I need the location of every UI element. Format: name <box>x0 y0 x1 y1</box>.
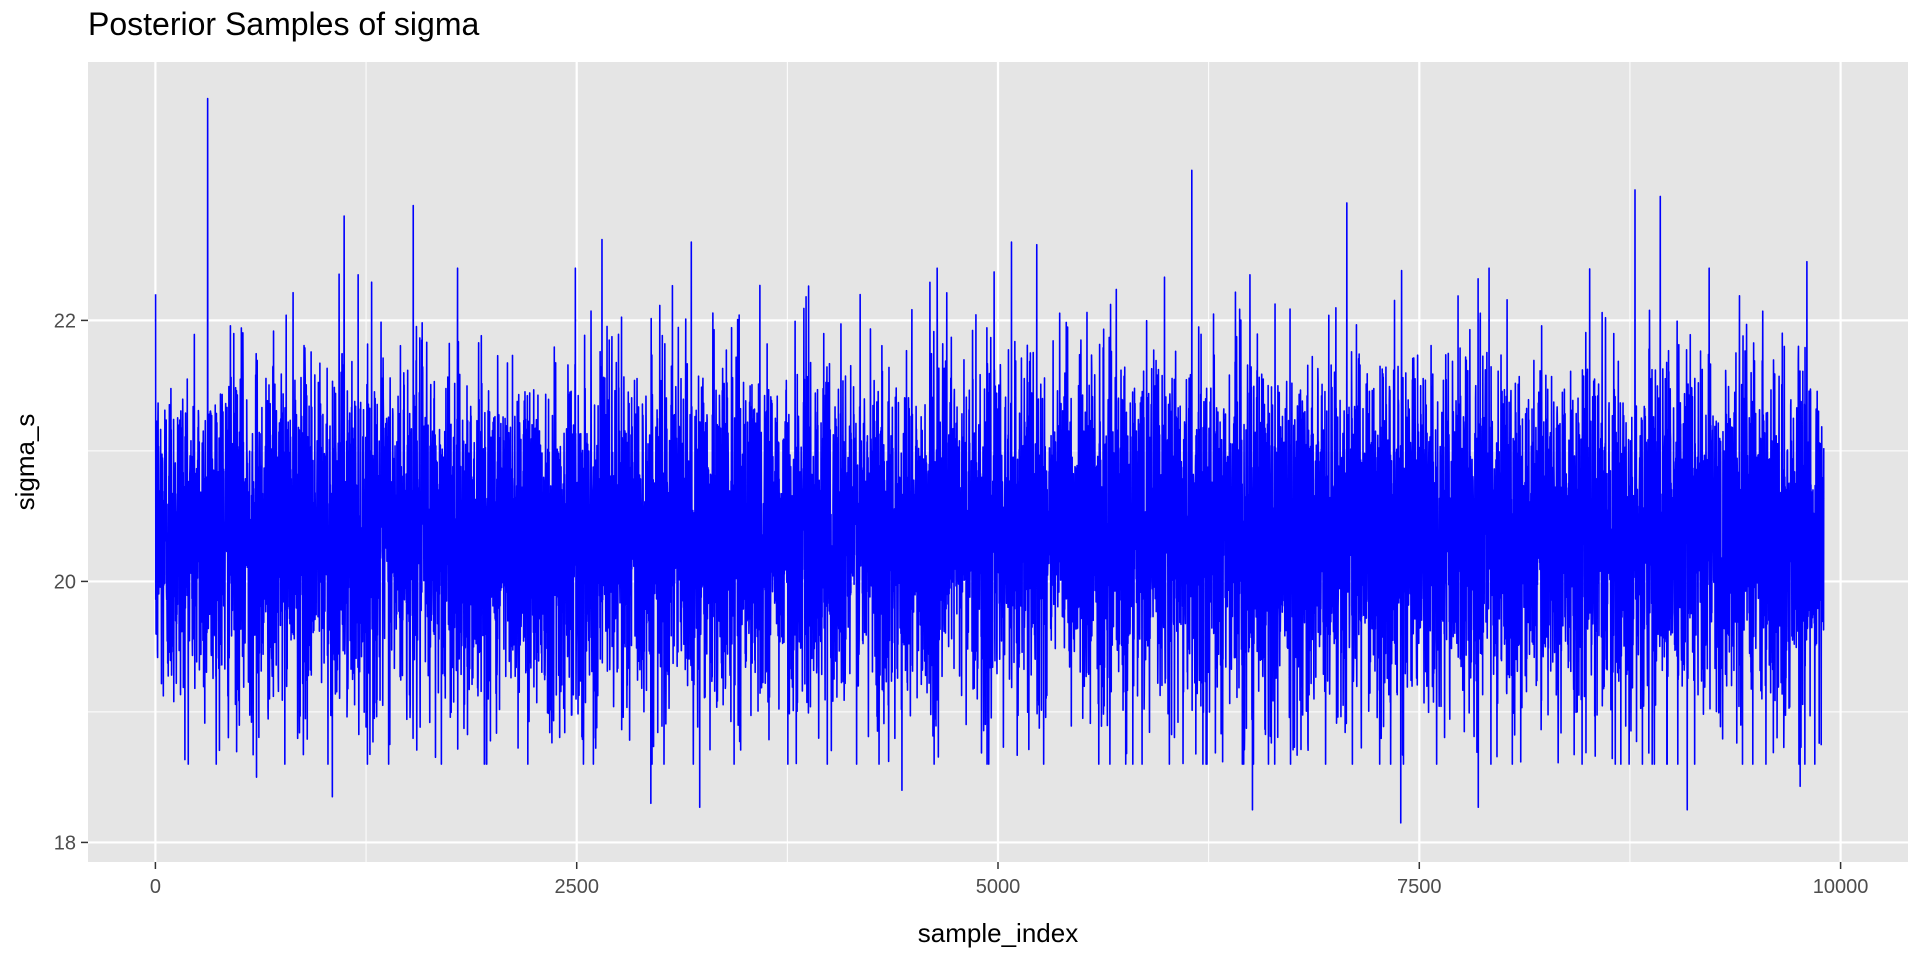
y-tick-label: 20 <box>54 571 76 593</box>
x-tick-label: 0 <box>150 876 161 898</box>
series-layer <box>154 97 1825 824</box>
series-line <box>154 97 1825 824</box>
y-tick-label: 18 <box>54 832 76 854</box>
x-axis-title: sample_index <box>918 918 1078 948</box>
x-tick-label: 2500 <box>554 876 599 898</box>
y-tick-label: 22 <box>54 310 76 332</box>
chart-title: Posterior Samples of sigma <box>88 6 480 42</box>
x-tick-label: 10000 <box>1813 876 1869 898</box>
x-tick-label: 5000 <box>976 876 1021 898</box>
x-tick-label: 7500 <box>1397 876 1442 898</box>
y-axis-title: sigma_s <box>10 414 40 511</box>
axis-layer: 0 2500 5000 7500 10000 18 20 22 <box>54 310 1869 898</box>
